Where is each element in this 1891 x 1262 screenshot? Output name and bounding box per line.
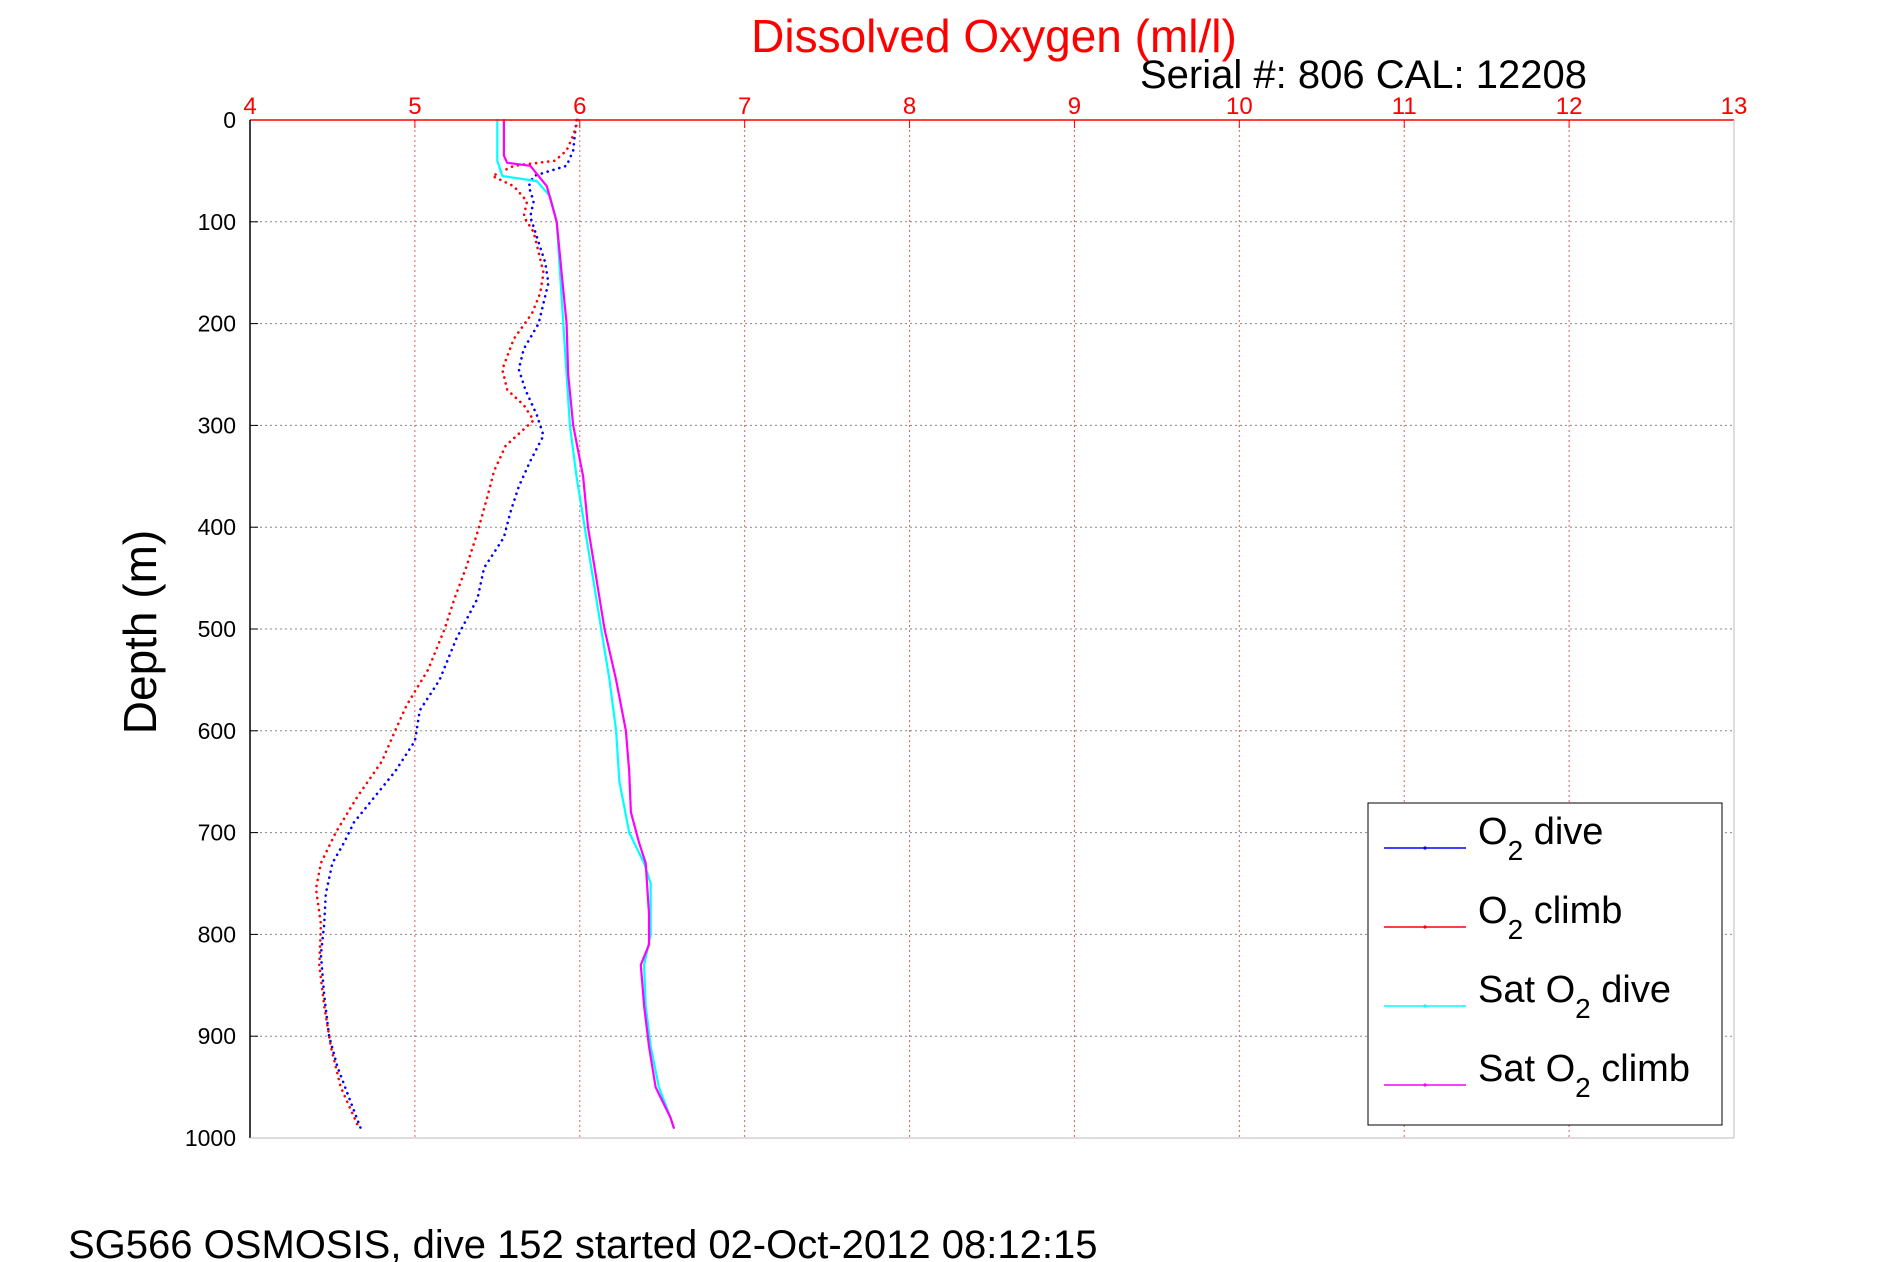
chart-subtitle: Serial #: 806 CAL: 12208 — [1140, 53, 1587, 97]
legend-marker-3 — [1423, 1004, 1427, 1008]
y-tick-label: 900 — [198, 1023, 236, 1049]
series-line-o2-dive — [319, 118, 578, 1130]
legend-label-3: Sat O2 dive — [1478, 969, 1671, 1024]
dive-info-footer: SG566 OSMOSIS, dive 152 started 02-Oct-2… — [68, 1223, 1097, 1262]
legend-label-4: Sat O2 climb — [1478, 1048, 1690, 1103]
legend-label-2: O2 climb — [1478, 890, 1622, 945]
y-tick-label: 200 — [198, 311, 236, 337]
y-tick-label: 600 — [198, 718, 236, 744]
chart-title: Dissolved Oxygen (ml/l) — [751, 10, 1237, 62]
x-tick-label: 6 — [573, 93, 586, 120]
x-tick-label: 9 — [1068, 93, 1081, 120]
x-tick-label: 7 — [738, 93, 751, 120]
series-line-o2-climb — [314, 118, 580, 1130]
tick-labels: 4 5 6 7 8 9 10 11 12 13 0 100 200 300 400 500 600 700 800 9… — [185, 93, 1748, 1151]
chart-legend: O2 dive O2 climb Sat O2 dive Sat O2 climb — [1367, 802, 1723, 1126]
legend-marker-1 — [1423, 846, 1427, 850]
y-tick-label: 800 — [198, 921, 236, 947]
y-tick-label: 300 — [198, 412, 236, 438]
y-tick-label: 500 — [198, 616, 236, 642]
legend-label-1: O2 dive — [1478, 811, 1603, 866]
data-series — [314, 118, 675, 1130]
legend-marker-2 — [1423, 925, 1427, 929]
y-tick-label: 400 — [198, 514, 236, 540]
y-tick-label: 700 — [198, 820, 236, 846]
series-line-sat-o2-climb — [502, 118, 675, 1129]
x-tick-label: 10 — [1226, 93, 1253, 120]
axes — [249, 119, 1735, 1139]
x-tick-label: 4 — [243, 93, 256, 120]
x-tick-label: 12 — [1556, 93, 1583, 120]
legend-marker-4 — [1423, 1083, 1427, 1087]
x-tick-label: 5 — [408, 93, 421, 120]
y-axis-label: Depth (m) — [114, 530, 166, 734]
x-tick-label: 13 — [1721, 93, 1748, 120]
y-tick-label: 1000 — [185, 1125, 236, 1151]
y-tick-label: 100 — [198, 209, 236, 235]
legend-box — [1367, 802, 1723, 1126]
x-tick-label: 8 — [903, 93, 916, 120]
y-tick-label: 0 — [223, 107, 236, 133]
legend-entries: O2 dive O2 climb Sat O2 dive Sat O2 climb — [1384, 811, 1690, 1103]
x-tick-label: 11 — [1392, 93, 1417, 120]
